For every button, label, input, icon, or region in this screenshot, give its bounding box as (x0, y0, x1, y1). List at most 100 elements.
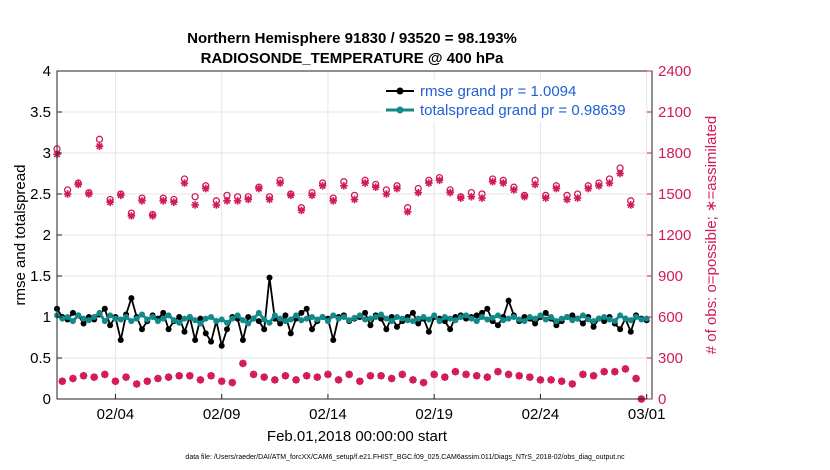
star-stroke (74, 181, 82, 188)
assimilated-obs-marker (233, 197, 242, 205)
assimilated-obs-marker (318, 182, 327, 190)
star-stroke (101, 371, 109, 378)
assimilated-obs-marker (302, 371, 311, 380)
assimilated-obs-marker (504, 370, 513, 379)
totalspread-point (362, 316, 369, 323)
rmse-point (101, 305, 108, 312)
star-stroke (404, 208, 411, 216)
star-stroke (314, 373, 321, 381)
assimilated-obs-marker (595, 182, 603, 190)
assimilated-obs-marker (531, 180, 539, 189)
totalspread-point (197, 320, 204, 327)
totalspread-point (457, 314, 464, 320)
assimilated-obs-marker (499, 179, 508, 187)
assimilated-obs-marker (393, 184, 401, 193)
totalspread-point (447, 315, 454, 322)
assimilated-obs-marker (520, 192, 529, 201)
totalspread-point (367, 315, 374, 322)
totalspread-point (420, 314, 427, 320)
totalspread-point (415, 315, 422, 322)
star-stroke (197, 376, 204, 384)
rmse-point (282, 312, 289, 319)
totalspread-point (277, 315, 284, 322)
star-stroke (356, 377, 364, 385)
right-tick-label: 2100 (658, 104, 691, 121)
totalspread-point (271, 312, 278, 319)
totalspread-point (314, 316, 321, 323)
right-tick-label: 0 (658, 391, 666, 408)
totalspread-point (261, 316, 268, 323)
x-tick-label: 02/24 (522, 406, 560, 423)
rmse-point (255, 318, 262, 325)
assimilated-obs-marker (589, 371, 598, 380)
rmse-point (266, 274, 273, 281)
star-stroke (595, 182, 603, 190)
star-stroke (308, 192, 316, 199)
totalspread-point (298, 317, 305, 324)
rmse-point (542, 309, 549, 316)
possible-obs-marker (191, 193, 199, 201)
totalspread-point (463, 312, 470, 319)
assimilated-obs-marker (154, 374, 162, 383)
totalspread-point (319, 314, 326, 320)
star-stroke (117, 192, 125, 199)
star-stroke (85, 190, 93, 198)
assimilated-obs-marker (573, 194, 582, 202)
assimilated-obs-marker (605, 179, 614, 187)
star-stroke (59, 377, 66, 385)
rmse-point (208, 338, 215, 345)
totalspread-point (585, 316, 592, 323)
rmse-point (298, 309, 305, 316)
totalspread-point (394, 314, 400, 320)
totalspread-point (218, 316, 225, 323)
totalspread-point (532, 315, 539, 322)
assimilated-obs-marker (308, 191, 316, 200)
assimilated-obs-marker (313, 373, 322, 381)
totalspread-point (213, 318, 220, 325)
rmse-point (330, 336, 337, 343)
totalspread-point (425, 316, 432, 323)
star-stroke (414, 189, 422, 196)
totalspread-point (633, 314, 640, 320)
rmse-point (303, 305, 310, 312)
totalspread-point (606, 316, 613, 323)
star-stroke (133, 380, 140, 388)
rmse-point (287, 330, 294, 337)
totalspread-point (176, 319, 183, 326)
totalspread-point (346, 317, 353, 324)
left-tick-label: 1 (43, 309, 51, 326)
totalspread-point (431, 312, 438, 319)
chart-title-line1: Northern Hemisphere 91830 / 93520 = 98.1… (187, 30, 517, 47)
assimilated-obs-marker (483, 373, 492, 381)
assimilated-obs-marker (419, 378, 428, 387)
metric-lines-layer (54, 274, 650, 350)
assimilated-obs-marker (90, 373, 98, 381)
totalspread-point (537, 312, 544, 319)
assimilated-obs-marker (626, 201, 635, 209)
left-tick-label: 3.5 (30, 104, 51, 121)
star-stroke (547, 376, 555, 384)
totalspread-point (75, 312, 82, 319)
assimilated-obs-marker (456, 194, 465, 202)
totalspread-point (107, 312, 114, 319)
star-stroke (96, 142, 103, 150)
star-stroke (462, 371, 470, 378)
rmse-point (239, 336, 246, 343)
totalspread-point (388, 318, 395, 325)
totalspread-point (112, 315, 119, 322)
star-stroke (250, 371, 257, 378)
totalspread-point (160, 315, 167, 322)
star-stroke (425, 179, 433, 187)
rmse-point (181, 328, 188, 335)
star-stroke (239, 360, 247, 367)
assimilated-obs-marker (403, 207, 412, 216)
assimilated-obs-marker (446, 188, 454, 197)
totalspread-point (494, 312, 501, 319)
totalspread-point (484, 316, 491, 323)
star-stroke (606, 179, 613, 187)
star-stroke (112, 377, 119, 385)
totalspread-point (85, 317, 92, 324)
totalspread-point (303, 315, 310, 322)
right-axis: 0 300 600 900 1200 1500 1800 2100 2400 (647, 63, 691, 408)
